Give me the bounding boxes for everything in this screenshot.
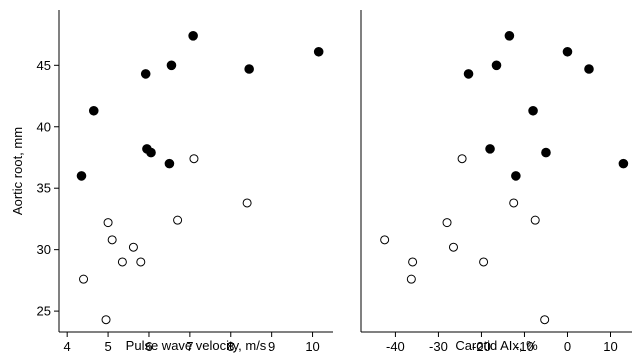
x-tick-label: -10: [515, 339, 534, 354]
filled-point: [463, 69, 474, 79]
open-point: [406, 274, 416, 284]
filled-point: [504, 31, 515, 41]
open-point: [442, 218, 452, 228]
x-tick-label: 6: [145, 339, 152, 354]
filled-point: [188, 31, 198, 41]
x-tick-label: 10: [603, 339, 617, 354]
x-tick-label: 7: [186, 339, 193, 354]
x-axis-title: Carotid AIx, %: [455, 338, 538, 353]
filled-point: [491, 60, 502, 71]
x-tick-label: 5: [104, 339, 111, 354]
filled-point: [88, 105, 99, 116]
y-tick-label: 45: [37, 58, 51, 73]
aix-panel: -40 -30 -20 -10 0 10 Carotid AIx, %: [360, 10, 632, 354]
y-tick-label: 35: [37, 181, 51, 196]
filled-point: [511, 171, 521, 181]
open-point: [530, 215, 540, 225]
filled-point: [140, 69, 151, 79]
open-point: [380, 235, 390, 245]
open-point: [408, 257, 418, 267]
filled-point: [485, 144, 495, 154]
y-tick-label: 40: [37, 119, 51, 134]
y-axis-title: Aortic root, mm: [10, 127, 25, 215]
open-point: [189, 154, 199, 164]
filled-point: [584, 64, 594, 74]
filled-point: [528, 105, 538, 116]
filled-point: [562, 46, 573, 57]
x-tick-label: 0: [564, 339, 571, 354]
x-axis-title: Pulse wave velocity, m/s: [126, 338, 267, 353]
open-point: [101, 315, 111, 325]
filled-point: [313, 46, 324, 57]
open-point: [540, 315, 550, 325]
filled-point: [146, 147, 156, 158]
y-tick-label: 25: [37, 304, 51, 319]
x-tick-label: 4: [64, 339, 71, 354]
x-tick-label: 9: [268, 339, 275, 354]
filled-point: [164, 158, 175, 169]
open-point: [242, 198, 252, 208]
open-point: [79, 274, 89, 284]
open-point: [128, 242, 138, 252]
x-tick-label: -20: [472, 339, 491, 354]
open-point: [457, 154, 467, 164]
x-tick-label: 8: [227, 339, 234, 354]
open-point: [103, 218, 113, 228]
x-tick-label: -30: [429, 339, 448, 354]
x-tick-label: -40: [386, 339, 405, 354]
filled-point: [76, 171, 87, 181]
open-point: [479, 257, 489, 267]
open-point: [509, 198, 519, 208]
open-point: [448, 242, 458, 252]
filled-point: [541, 147, 551, 158]
open-point: [107, 235, 117, 245]
open-point: [136, 257, 146, 267]
filled-point: [244, 64, 254, 74]
y-tick-label: 30: [37, 242, 51, 257]
open-point: [117, 257, 127, 267]
filled-point: [618, 158, 629, 169]
filled-point: [166, 60, 177, 71]
x-tick-label: 10: [305, 339, 319, 354]
open-point: [173, 215, 183, 225]
